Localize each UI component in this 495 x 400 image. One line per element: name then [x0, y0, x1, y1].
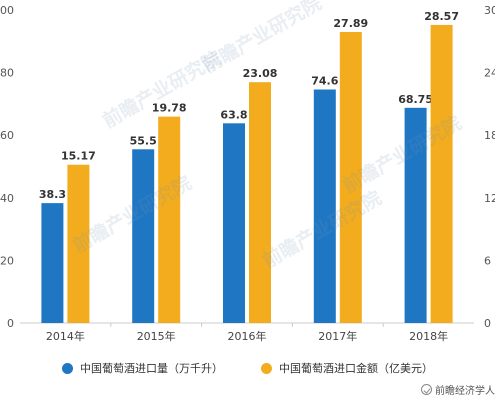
data-label-volume: 55.5	[130, 134, 157, 147]
bar-value	[67, 164, 90, 323]
y-right-tick-label: 30	[484, 4, 495, 17]
data-label-value: 27.89	[333, 17, 368, 30]
y-right-tick-label: 24	[484, 67, 495, 80]
y-left-tick-label: 20	[0, 254, 14, 267]
source-label: 前瞻经济学人	[435, 386, 495, 397]
y-left-tick-label: 80	[0, 67, 14, 80]
bar-volume	[313, 89, 336, 323]
source-credit: 前瞻经济学人	[421, 382, 495, 397]
data-label-volume: 38.3	[39, 188, 66, 201]
legend-item-volume: 中国葡萄酒进口量（万千升）	[62, 360, 223, 376]
y-right-tick-label: 12	[484, 192, 495, 205]
bar-value	[430, 24, 453, 323]
bar-value	[339, 32, 362, 323]
y-right-tick-label: 18	[484, 129, 495, 142]
source-logo-icon	[421, 384, 432, 395]
legend-marker-volume	[62, 362, 73, 374]
y-left-tick-label: 60	[0, 129, 14, 142]
legend-marker-value	[261, 362, 272, 374]
data-label-value: 23.08	[243, 67, 278, 80]
y-right-tick-label: 0	[484, 317, 491, 330]
data-label-volume: 68.75	[398, 93, 433, 106]
legend-label-volume: 中国葡萄酒进口量（万千升）	[80, 362, 223, 375]
chart: 0 20 40 60 80 100 0 6 12 18 24 30 2014年 38.3 15.17 2015…	[0, 4, 495, 343]
data-label-value: 15.17	[61, 150, 96, 163]
bar-value	[249, 82, 271, 323]
x-tick-label: 2015年	[137, 329, 176, 343]
data-label-volume: 74.6	[311, 75, 338, 88]
x-tick-label: 2014年	[46, 329, 85, 343]
x-tick-label: 2017年	[318, 329, 357, 343]
y-left-tick-label: 100	[0, 4, 14, 17]
legend-label-value: 中国葡萄酒进口金额（亿美元）	[279, 362, 433, 375]
bar-volume	[41, 203, 64, 323]
data-label-value: 28.57	[424, 10, 459, 23]
y-left-tick-label: 40	[0, 192, 14, 205]
data-label-volume: 63.8	[220, 108, 247, 121]
legend: 中国葡萄酒进口量（万千升） 中国葡萄酒进口金额（亿美元）	[0, 358, 495, 378]
y-left-tick-label: 0	[7, 317, 14, 330]
x-tick-label: 2016年	[228, 329, 267, 343]
x-tick-label: 2018年	[409, 329, 448, 343]
data-label-value: 19.78	[152, 102, 187, 115]
bar-volume	[223, 123, 245, 323]
bar-value	[158, 116, 181, 324]
legend-item-value: 中国葡萄酒进口金额（亿美元）	[261, 360, 433, 376]
y-right-tick-label: 6	[484, 254, 491, 267]
bar-volume	[404, 107, 427, 323]
bar-volume	[132, 149, 155, 323]
